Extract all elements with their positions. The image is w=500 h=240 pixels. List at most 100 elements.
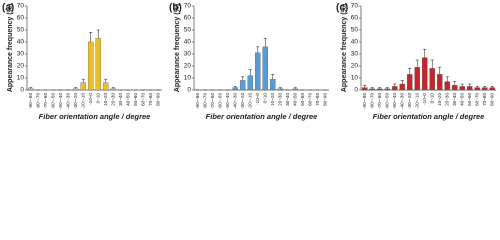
bar — [406, 74, 413, 91]
panel-label: (c) — [336, 3, 348, 14]
x-tick-label: 30~40 — [118, 93, 123, 106]
x-tick-label: -60~-50 — [217, 93, 222, 109]
y-tick-label: 0 — [20, 87, 24, 94]
x-tick-label: -70~-60 — [210, 93, 215, 109]
y-tick-label: 20 — [351, 63, 359, 70]
bar — [481, 87, 488, 91]
x-tick-label: -50~-40 — [392, 93, 397, 109]
y-tick-label: 70 — [184, 3, 192, 10]
x-tick-label: 0~10 — [95, 93, 100, 104]
bar — [247, 75, 254, 91]
bar — [292, 88, 299, 91]
x-axis-title: Fiber orientation angle / degree — [206, 112, 318, 121]
x-tick-label: -80~-70 — [35, 93, 40, 109]
bar — [459, 86, 466, 91]
y-tick-label: 10 — [17, 75, 25, 82]
bar — [102, 82, 109, 91]
x-axis-title: Fiber orientation angle / degree — [373, 112, 485, 121]
x-tick-label: 60~70 — [140, 93, 145, 106]
x-tick-label: 20~30 — [110, 93, 115, 106]
y-axis-title: Appearance frequency (%) — [174, 4, 181, 92]
y-tick-label: 60 — [351, 15, 359, 22]
x-tick-label: -90~-80 — [362, 93, 367, 109]
y-tick-label: 0 — [354, 87, 358, 94]
x-tick-label: -70~-60 — [43, 93, 48, 109]
x-tick-label: 20~30 — [444, 93, 449, 106]
bar — [87, 41, 94, 91]
bar — [95, 38, 102, 91]
y-tick-label: 50 — [184, 27, 192, 34]
x-tick-label: -20~-10 — [247, 93, 252, 109]
y-tick-label: 40 — [351, 39, 359, 46]
x-tick-label: 50~60 — [133, 93, 138, 106]
x-tick-label: -30~-20 — [73, 93, 78, 109]
y-tick-label: 60 — [184, 15, 192, 22]
x-tick-label: 20~30 — [277, 93, 282, 106]
x-tick-label: -30~-20 — [407, 93, 412, 109]
x-tick-label: 30~40 — [285, 93, 290, 106]
bar — [451, 85, 458, 91]
bar — [466, 86, 473, 91]
x-tick-label: 70~80 — [315, 93, 320, 106]
x-tick-label: 10~20 — [103, 93, 108, 106]
y-tick-label: 70 — [351, 3, 359, 10]
x-tick-label: 0~10 — [262, 93, 267, 104]
x-tick-label: 70~80 — [482, 93, 487, 106]
bar — [436, 74, 443, 91]
y-axis-title: Appearance frequency (%) — [341, 4, 348, 92]
y-tick-label: 10 — [351, 75, 359, 82]
x-tick-label: 50~60 — [467, 93, 472, 106]
y-tick-label: 20 — [17, 63, 25, 70]
y-tick-label: 60 — [17, 15, 25, 22]
x-tick-label: 10~20 — [437, 93, 442, 106]
x-tick-label: -80~-70 — [202, 93, 207, 109]
bar — [421, 57, 428, 91]
bar — [80, 82, 87, 91]
x-tick-label: -90~-80 — [28, 93, 33, 109]
bar — [384, 88, 391, 91]
bar — [361, 87, 368, 91]
x-tick-label: 50~60 — [300, 93, 305, 106]
bar — [474, 87, 481, 91]
y-tick-label: 40 — [17, 39, 25, 46]
figure: (a)Appearance frequency (%)Fiber orienta… — [2, 3, 496, 121]
x-tick-label: -20~-10 — [414, 93, 419, 109]
x-axis-title: Fiber orientation angle / degree — [39, 112, 151, 121]
x-tick-label: -70~-60 — [377, 93, 382, 109]
x-tick-label: 10~20 — [270, 93, 275, 106]
y-tick-label: 10 — [184, 75, 192, 82]
x-tick-label: 80~90 — [322, 93, 327, 106]
bar — [369, 88, 376, 91]
x-tick-label: 60~70 — [307, 93, 312, 106]
bar — [429, 68, 436, 91]
bar — [277, 88, 284, 91]
x-tick-label: -40~-30 — [399, 93, 404, 109]
panel-label: (b) — [169, 3, 182, 14]
bar — [27, 88, 34, 91]
x-tick-label: -10~0 — [255, 93, 260, 105]
y-tick-label: 70 — [17, 3, 25, 10]
x-tick-label: 40~50 — [125, 93, 130, 106]
bar — [399, 83, 406, 91]
y-tick-label: 50 — [351, 27, 359, 34]
x-tick-label: -10~0 — [422, 93, 427, 105]
bar — [376, 88, 383, 91]
y-tick-label: 30 — [184, 51, 192, 58]
x-tick-label: -60~-50 — [384, 93, 389, 109]
bar — [269, 79, 276, 91]
bar — [489, 87, 496, 91]
x-tick-label: -30~-20 — [240, 93, 245, 109]
panel-label: (a) — [2, 3, 14, 14]
bar — [262, 46, 269, 91]
x-tick-label: 40~50 — [292, 93, 297, 106]
x-tick-label: -40~-30 — [232, 93, 237, 109]
x-tick-label: 70~80 — [148, 93, 153, 106]
x-tick-label: -20~-10 — [80, 93, 85, 109]
x-tick-label: -60~-50 — [50, 93, 55, 109]
x-tick-label: -90~-80 — [195, 93, 200, 109]
y-axis-title: Appearance frequency (%) — [7, 4, 14, 92]
x-tick-label: 80~90 — [489, 93, 494, 106]
bar — [110, 88, 117, 91]
x-tick-label: -40~-30 — [65, 93, 70, 109]
x-tick-label: 30~40 — [452, 93, 457, 106]
